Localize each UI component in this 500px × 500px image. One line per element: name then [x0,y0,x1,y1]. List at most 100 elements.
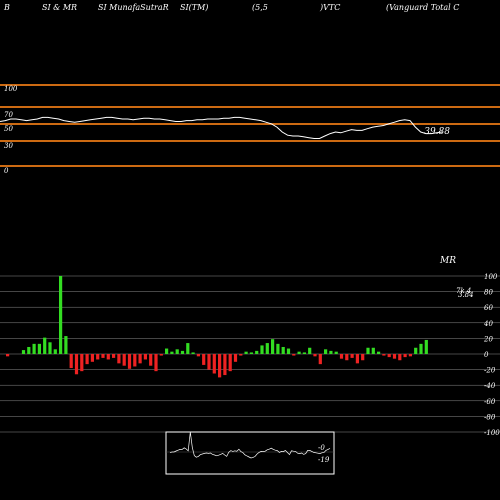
mrsi-bar [149,354,153,366]
mrsi-tick-label: 60 [484,304,493,312]
mrsi-bar [361,354,365,361]
mrsi-bar [202,354,206,365]
mrsi-bar [313,354,317,357]
mrsi-bar [398,354,402,361]
rsi-tick-label: 70 [4,111,13,119]
mrsi-bar [191,352,195,354]
mrsi-bar [212,354,216,374]
mrsi-bar [175,349,179,354]
mrsi-bar [371,347,375,354]
mrsi-panel: MR 100 80 60 40 20 0 -20 -40 -60 -80 -100 7k 4 3.8… [0,256,500,437]
mrsi-bar [117,354,121,364]
mrsi-bar [74,354,79,375]
mrsi-bar [255,350,259,354]
mrsi-bar [143,354,147,360]
mini-label-bottom: -19 [318,456,330,464]
mrsi-bar [308,347,312,354]
mrsi-bar [318,354,322,365]
mrsi-tick-label: -100 [484,429,500,437]
mrsi-bar [339,354,344,359]
mrsi-bar [43,337,47,354]
mrsi-bar [366,347,370,354]
mrsi-overlay-label: 7k 4 [456,287,471,295]
header-company: (Vanguard Total C [386,3,460,12]
mrsi-bar [154,354,158,372]
mrsi-bar [223,354,227,376]
mrsi-bar [276,343,280,354]
mrsi-bar [133,354,137,367]
mrsi-overlay-sub: 3.84 [458,291,474,299]
mrsi-bar [32,343,36,354]
mrsi-bar [196,354,200,357]
mini-navigator[interactable]: -0 -19 [165,431,335,475]
header-munafasutra: SI MunafaSutraR [98,3,169,12]
mrsi-tick-label: -40 [484,382,496,390]
mini-line [169,431,331,459]
header-si-mr: SI & MR [42,3,78,12]
mrsi-bar [408,354,412,357]
mrsi-bar [387,354,391,358]
mrsi-tick-label: -80 [484,413,496,421]
mrsi-bar [249,352,253,354]
mrsi-bar [159,354,163,356]
mrsi-bar [101,354,105,358]
mrsi-bar [27,346,31,354]
mrsi-bar [355,354,359,364]
mrsi-bar [138,354,142,364]
mrsi-label: MR [439,256,456,266]
mrsi-tick-label: 80 [484,289,493,297]
rsi-tick-label: 30 [4,142,13,150]
header-b: B [4,3,10,12]
mrsi-bar [392,354,397,359]
header-symbol: )VTC [320,3,341,12]
mrsi-bar [122,354,126,366]
mrsi-bar [329,350,333,354]
mrsi-bar [48,342,52,354]
mrsi-bar [345,354,349,361]
header-params: (5,5 [252,3,268,12]
mrsi-bar [21,350,26,354]
mrsi-bar [377,351,381,354]
mrsi-bar [324,349,328,354]
mrsi-tick-label: 20 [483,335,493,343]
mrsi-bar [260,345,264,354]
mrsi-bar [112,354,116,358]
mrsi-bar [127,354,132,369]
mrsi-bar [165,348,169,354]
mrsi-bar [265,343,269,354]
mrsi-bar [414,347,418,354]
rsi-tick-label: 100 [4,85,18,93]
mrsi-bar [6,354,10,357]
rsi-panel: 100 70 50 30 0 39.88 [0,84,500,175]
mrsi-tick-label: 0 [484,351,489,359]
mrsi-bar [297,351,301,354]
mrsi-bar [37,343,41,354]
mrsi-bar [334,351,338,354]
mini-label-top: -0 [318,444,325,452]
mrsi-bar [80,354,84,372]
mrsi-tick-label: 100 [484,273,498,281]
mrsi-bar [180,350,185,354]
mrsi-bar [53,349,57,354]
mrsi-tick-label: -20 [484,367,496,375]
mrsi-bar [69,354,73,369]
mrsi-bar [403,354,407,358]
mrsi-bar [233,354,238,362]
mrsi-bar [382,354,386,356]
rsi-tick-label: 50 [4,125,13,133]
mrsi-bar [64,336,68,354]
mrsi-bar [244,351,248,354]
rsi-tick-label: 0 [4,167,9,175]
mrsi-bar [90,354,94,362]
rsi-current-value: 39.88 [424,127,450,137]
mrsi-bar [85,354,89,365]
mrsi-bar [271,339,275,354]
mrsi-bar [228,354,232,372]
mrsi-bar [59,276,63,354]
mrsi-bar [292,354,296,356]
mrsi-bar [170,351,174,354]
mrsi-bar [419,343,423,354]
mrsi-bar [218,354,222,378]
mrsi-bar [96,354,100,360]
